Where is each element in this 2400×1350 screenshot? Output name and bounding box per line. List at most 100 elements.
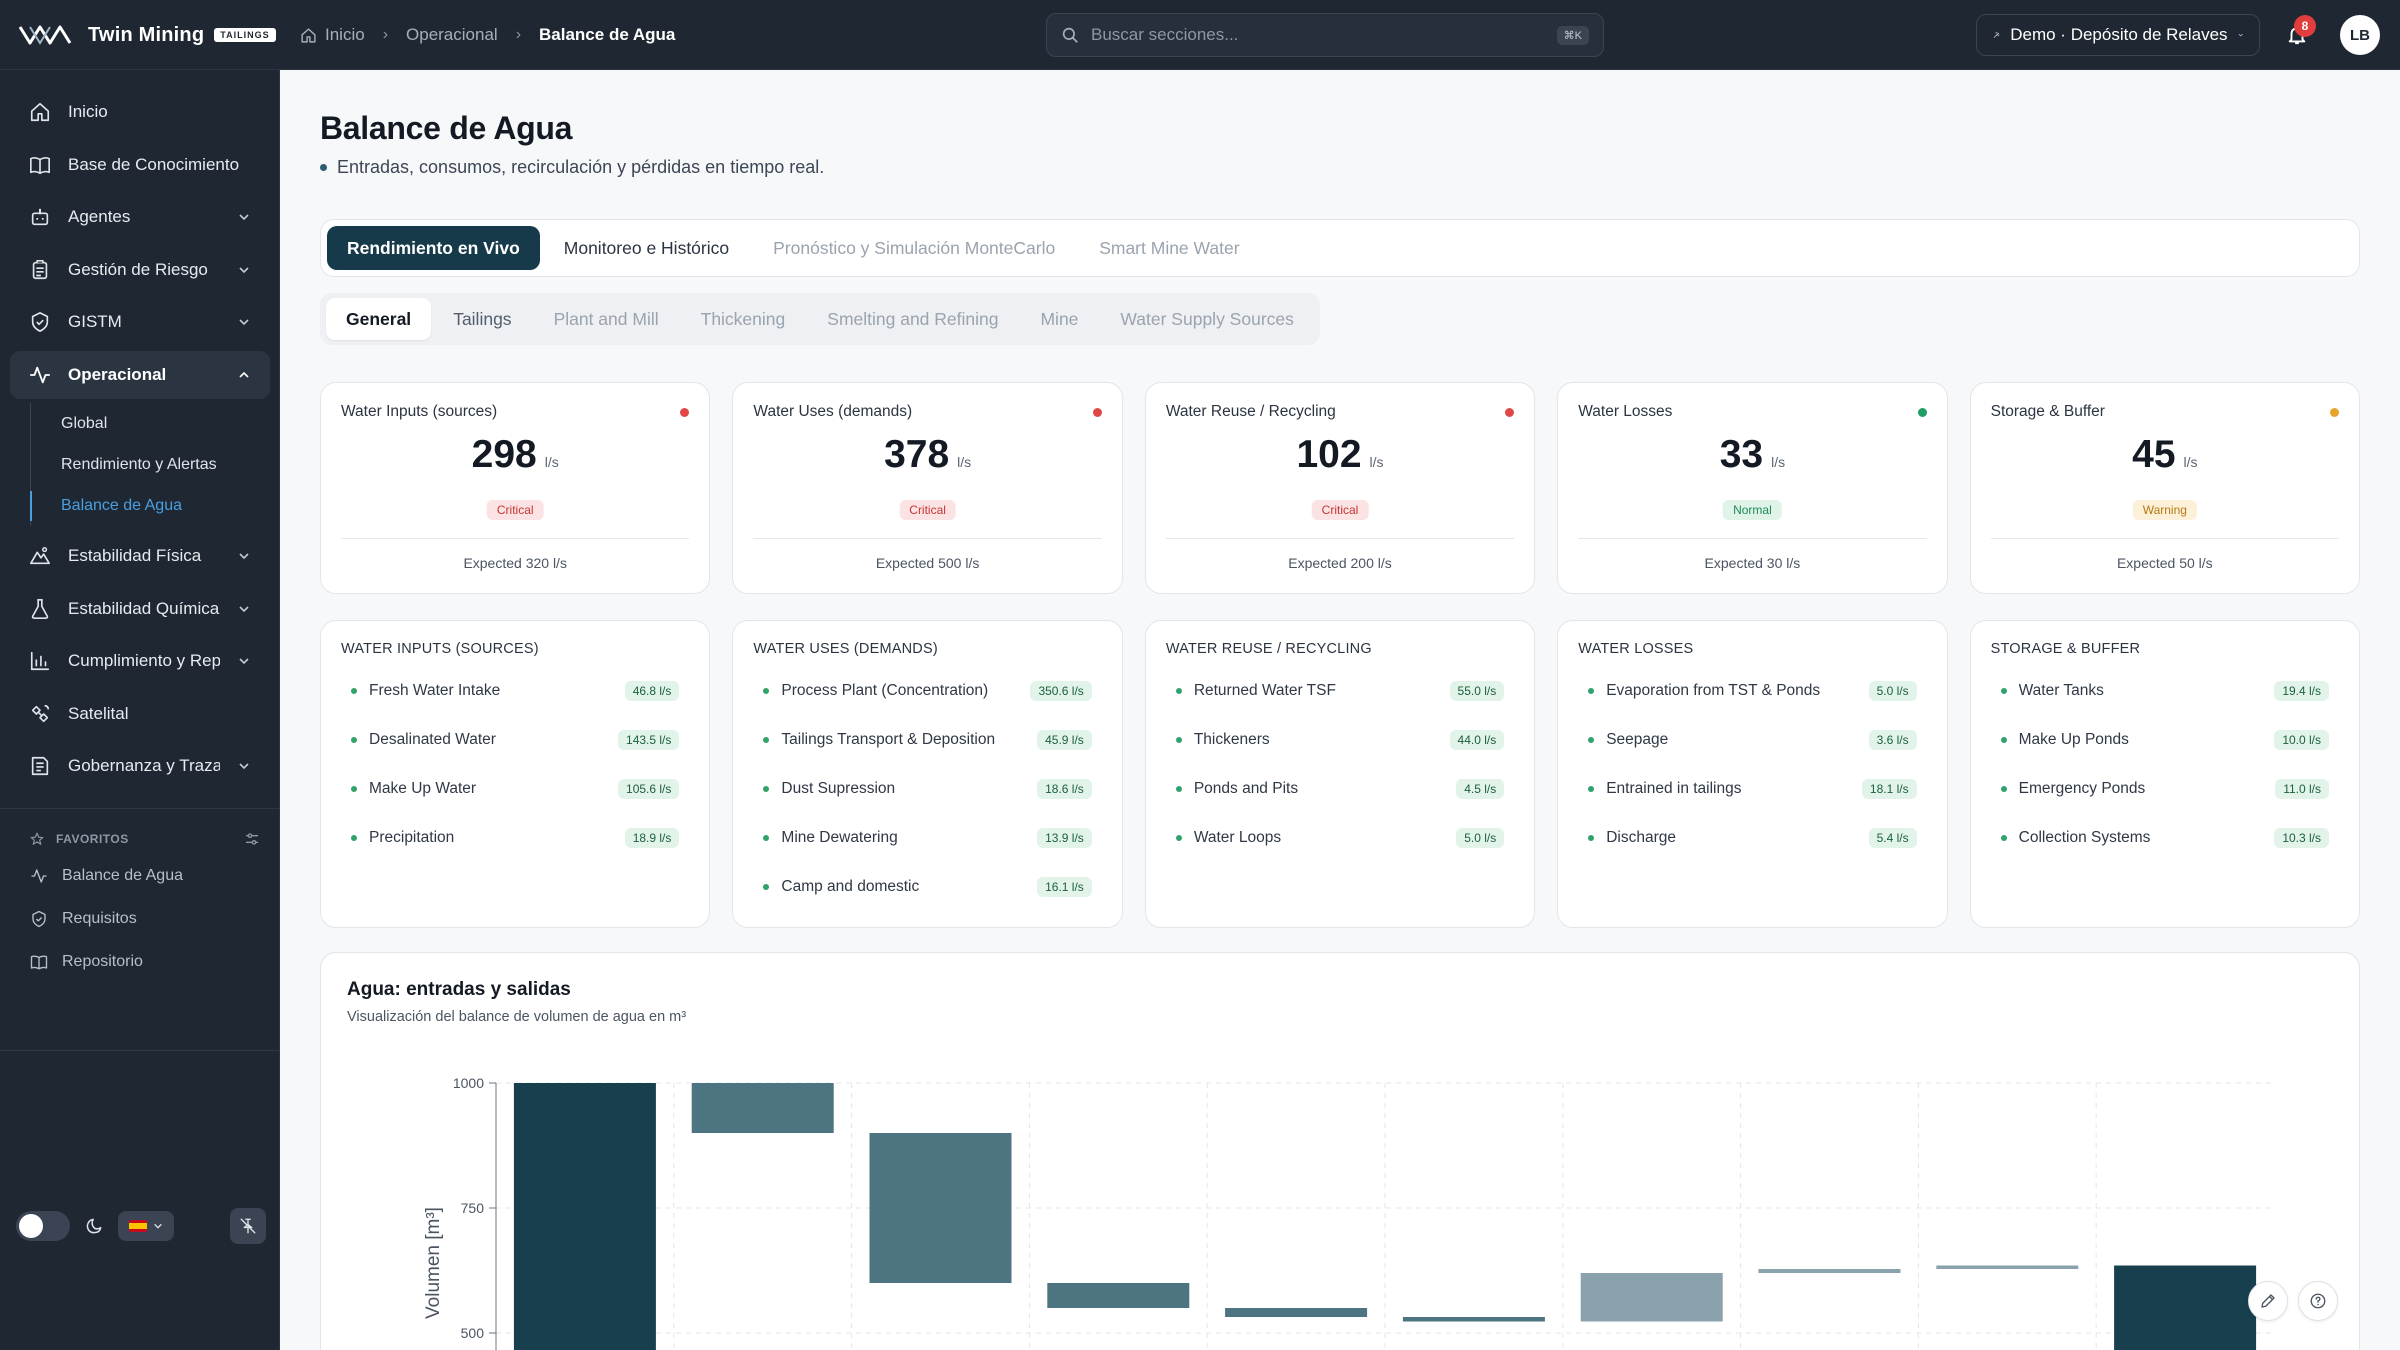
sidebar-item-gobernanza[interactable]: Gobernanza y Traza... (10, 742, 270, 790)
top-bar: Twin Mining TAILINGS Inicio › Operaciona… (0, 0, 2400, 70)
breadcrumb-home[interactable]: Inicio (300, 25, 365, 45)
breadcrumb-operacional[interactable]: Operacional (406, 25, 498, 44)
tab-plant-and-mill[interactable]: Plant and Mill (553, 308, 659, 329)
item-value-badge: 18.6 l/s (1037, 778, 1092, 799)
favorite-item-repositorio[interactable]: Repositorio (30, 940, 260, 983)
chevron-down-icon (154, 1223, 162, 1229)
favorites-section: FAVORITOS Balance de Agua Requisitos Rep… (30, 824, 260, 983)
tab-mine[interactable]: Mine (1040, 308, 1079, 329)
theme-toggle[interactable] (16, 1211, 70, 1241)
chevron-down-icon (2238, 33, 2243, 37)
tab-tailings[interactable]: Tailings (453, 308, 512, 329)
app-logo[interactable]: Twin Mining TAILINGS (18, 18, 276, 52)
moon-icon (86, 1218, 102, 1234)
bullet-icon (2000, 834, 2007, 841)
user-avatar[interactable]: LB (2340, 15, 2380, 55)
sidebar-item-gistm[interactable]: GISTM (10, 298, 270, 346)
notification-count-badge: 8 (2294, 15, 2316, 37)
status-badge: Normal (1723, 500, 1782, 520)
detail-cards: WATER INPUTS (SOURCES) Fresh Water Intak… (320, 620, 2361, 928)
sidebar-subitem-global[interactable]: Global (61, 414, 108, 432)
waterfall-bar (1580, 1273, 1723, 1322)
sidebar-item-label: Base de Conocimiento (68, 154, 240, 174)
kpi-card: Water Losses 33 l/s Normal Expected 30 l/… (1557, 382, 1948, 594)
operacional-subnav: Global Rendimiento y Alertas Balance de … (30, 403, 270, 526)
item-value-badge: 55.0 l/s (1449, 680, 1505, 701)
chevron-right-icon: › (515, 26, 522, 43)
sidebar-item-inicio[interactable]: Inicio (10, 88, 270, 136)
list-item: Evaporation from TST & Ponds 5.0 l/s (1578, 666, 1926, 715)
site-selector[interactable]: Demo · Depósito de Relaves (1976, 14, 2260, 56)
sidebar-item-satelital[interactable]: Satelital (10, 690, 270, 738)
list-item: Seepage 3.6 l/s (1578, 715, 1926, 764)
logo-icon (18, 25, 72, 45)
favorite-item-balance-agua[interactable]: Balance de Agua (30, 854, 260, 897)
sidebar-item-estabilidad-fisica[interactable]: Estabilidad Física (10, 532, 270, 580)
tab-rendimiento-en-vivo[interactable]: Rendimiento en Vivo (327, 226, 540, 270)
sidebar-item-label: Gestión de Riesgo (68, 259, 208, 279)
breadcrumb: Inicio › Operacional › Balance de Agua (300, 20, 675, 50)
item-name: Process Plant (Concentration) (781, 681, 989, 699)
search-input[interactable]: Buscar secciones... ⌘K (1046, 13, 1604, 57)
tab-water-supply-sources[interactable]: Water Supply Sources (1120, 308, 1294, 329)
flask-icon (28, 597, 52, 621)
status-badge: Critical (1311, 500, 1369, 520)
primary-tabs: Rendimiento en Vivo Monitoreo e Históric… (320, 219, 2360, 277)
search-placeholder: Buscar secciones... (1091, 25, 1239, 44)
kpi-title: Water Losses (1578, 403, 1673, 420)
sidebar-item-estabilidad-quimica[interactable]: Estabilidad Química (10, 585, 270, 633)
help-button[interactable] (2298, 1281, 2338, 1321)
item-value-badge: 3.6 l/s (1868, 729, 1917, 750)
pencil-icon (2261, 1294, 2275, 1308)
sidebar-item-gestion-riesgo[interactable]: Gestión de Riesgo (10, 246, 270, 294)
item-value-badge: 18.9 l/s (624, 827, 680, 848)
kpi-value: 378 (884, 433, 950, 476)
edit-button[interactable] (2248, 1281, 2288, 1321)
kpi-value-wrap: 102 l/s (1146, 433, 1534, 477)
waterfall-bar (513, 1083, 656, 1350)
item-value-badge: 45.9 l/s (1037, 729, 1092, 750)
bullet-icon (351, 834, 357, 841)
list-item: Precipitation 18.9 l/s (341, 813, 689, 862)
item-name: Mine Dewatering (781, 828, 898, 846)
item-name: Seepage (1606, 730, 1669, 748)
language-selector[interactable] (118, 1211, 174, 1241)
kpi-title: Water Inputs (sources) (341, 403, 498, 420)
list-item: Entrained in tailings 18.1 l/s (1578, 764, 1926, 813)
sidebar-item-cumplimiento[interactable]: Cumplimiento y Rep... (10, 637, 270, 685)
clipboard-icon (28, 258, 52, 282)
tab-thickening[interactable]: Thickening (700, 308, 786, 329)
sidebar-item-operacional[interactable]: Operacional (10, 350, 270, 399)
item-value-badge: 4.5 l/s (1456, 778, 1505, 799)
status-badge: Critical (486, 500, 544, 520)
sidebar-item-agentes[interactable]: Agentes (10, 193, 270, 241)
book-icon (28, 153, 52, 177)
pin-off-icon (240, 1218, 256, 1234)
item-name: Fresh Water Intake (369, 681, 501, 699)
waterfall-bar (1402, 1317, 1545, 1322)
live-dot-icon (320, 164, 327, 171)
tab-pronostico-simulacion[interactable]: Pronóstico y Simulación MonteCarlo (773, 237, 1056, 258)
item-value-badge: 10.0 l/s (2274, 729, 2330, 750)
document-icon (28, 754, 52, 778)
settings-sliders-icon[interactable] (244, 831, 260, 847)
bullet-icon (763, 785, 770, 792)
item-name: Water Tanks (2018, 681, 2104, 699)
kpi-card: Water Reuse / Recycling 102 l/s Critical … (1144, 382, 1536, 594)
kpi-value-wrap: 33 l/s (1558, 433, 1946, 477)
tab-monitoreo-historico[interactable]: Monitoreo e Histórico (563, 237, 730, 258)
tab-general[interactable]: General (326, 298, 432, 340)
detail-card-title: WATER USES (DEMANDS) (753, 641, 938, 657)
kpi-card: Water Inputs (sources) 298 l/s Critical E… (320, 382, 711, 594)
bullet-icon (351, 736, 357, 743)
sidebar-subitem-balance-agua[interactable]: Balance de Agua (31, 485, 270, 526)
sidebar-item-base-conocimiento[interactable]: Base de Conocimiento (10, 141, 270, 189)
sidebar-subitem-rendimiento-alertas[interactable]: Rendimiento y Alertas (61, 455, 217, 473)
waterfall-chart: 1000 750 500 Volumen [m³] (423, 1075, 2274, 1350)
unpin-sidebar-button[interactable] (230, 1208, 266, 1244)
kpi-expected: Expected 320 l/s (463, 555, 567, 571)
tab-smart-mine-water[interactable]: Smart Mine Water (1099, 237, 1240, 258)
tab-smelting-refining[interactable]: Smelting and Refining (827, 308, 999, 329)
favorite-item-requisitos[interactable]: Requisitos (30, 897, 260, 940)
bullet-icon (1588, 687, 1595, 694)
